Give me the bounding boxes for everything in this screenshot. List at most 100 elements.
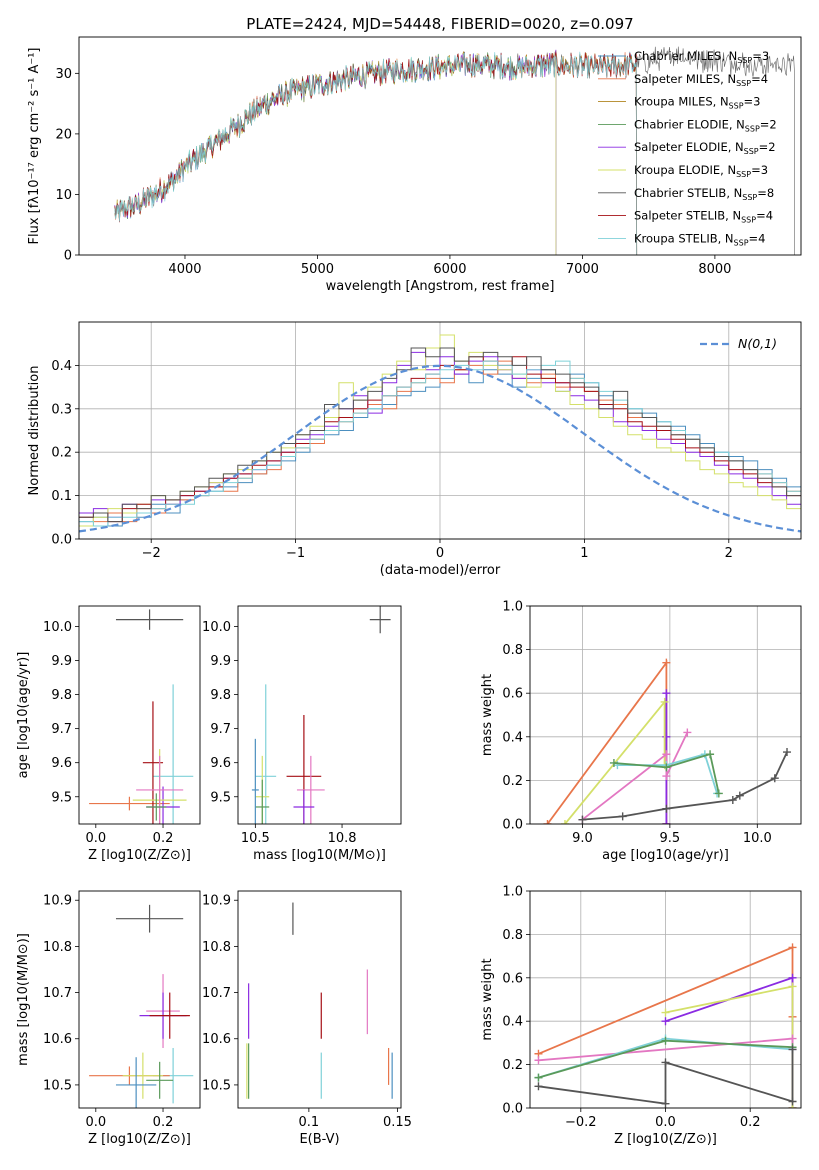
plus-marker	[660, 697, 669, 706]
plot-area	[534, 943, 797, 1108]
plus-marker	[609, 758, 618, 767]
plot-area	[79, 334, 801, 533]
y-tick-label: 9.5	[51, 790, 72, 805]
plus-marker	[788, 1097, 797, 1106]
x-tick-label: −0.2	[565, 1115, 597, 1130]
errorbar-point	[293, 789, 315, 824]
axes: 0.0 0.2 10.5 10.6 10.7 10.8 10.9 Z [log10(Z/Z⊙)…	[16, 890, 201, 1147]
plus-marker	[534, 1082, 543, 1091]
plus-marker	[683, 728, 692, 737]
legend-entry-name: Kroupa STELIB, N	[634, 231, 734, 245]
y-tick-label: 0.2	[502, 774, 523, 789]
errorbar-point	[146, 793, 167, 821]
errorbar-point	[115, 904, 184, 933]
plus-marker	[662, 658, 671, 667]
x-axis-label: wavelength [Angstrom, rest frame]	[326, 279, 555, 294]
mass-weight-vs-metallicity-panel: −0.2 0.0 0.2 0.0 0.2 0.4 0.6 0.8 1.0 Z [log10(Z/Z…	[480, 885, 802, 1147]
figure-title: PLATE=2424, MJD=54448, FIBERID=0020, z=0…	[246, 15, 633, 33]
y-tick-label: 0.6	[502, 687, 523, 702]
errorbar-point	[89, 796, 170, 811]
y-axis-label: Flux [fλ10⁻¹⁷ erg cm⁻² s⁻¹ A⁻¹]	[27, 48, 42, 245]
x-axis-label: (data-model)/error	[380, 563, 501, 578]
y-tick-label: 0.8	[502, 643, 523, 658]
legend-entry-subscript: SSP	[742, 193, 757, 202]
x-axis-label: Z [log10(Z/Z⊙)]	[88, 848, 191, 863]
plus-marker	[788, 943, 797, 952]
y-tick-label: 0.0	[502, 818, 523, 833]
legend-entry-subscript: SSP	[736, 79, 751, 88]
legend-entry-value: =3	[751, 163, 768, 177]
axes-frame	[237, 890, 402, 1109]
errorbar-point	[146, 1061, 174, 1099]
legend-entry: Salpeter MILES, NSSP=4	[634, 72, 768, 88]
spectrum-line	[114, 46, 795, 255]
y-tick-label: 1.0	[502, 600, 523, 615]
legend-entry-value: =8	[757, 186, 774, 200]
weight-line	[613, 753, 720, 794]
y-tick-label: 9.6	[51, 756, 72, 771]
legend-entry-name: Salpeter STELIB, N	[634, 209, 741, 223]
mass-weight-vs-age-panel: 9.0 9.5 10.0 0.0 0.2 0.4 0.6 0.8 1.0 age [log10(a…	[480, 600, 802, 863]
x-tick-label: 0.2	[153, 831, 174, 846]
legend-entry-subscript: SSP	[737, 56, 752, 65]
y-tick-label: 10.7	[202, 986, 231, 1001]
plus-marker	[735, 791, 744, 800]
legend-entry-subscript: SSP	[744, 147, 759, 156]
plus-marker	[578, 815, 587, 824]
legend-entry: Chabrier STELIB, NSSP=8	[634, 186, 774, 202]
legend-entry: Chabrier ELODIE, NSSP=2	[634, 117, 777, 133]
y-tick-label: 10.8	[202, 940, 231, 955]
axes: 0.0 0.2 9.5 9.6 9.7 9.8 9.9 10.0 Z [log10(Z/Z⊙)]…	[16, 605, 201, 863]
plus-marker	[788, 1045, 797, 1054]
x-tick-label: 9.5	[660, 831, 681, 846]
x-tick-label: 0.0	[85, 831, 106, 846]
y-tick-label: 0.2	[51, 446, 72, 461]
axes: 0.1 0.15 10.5 10.6 10.7 10.8 10.9 E(B-V)	[202, 890, 412, 1147]
spectrum-line	[114, 51, 638, 255]
x-tick-label: 8000	[698, 262, 731, 277]
plot-area	[89, 904, 194, 1108]
plus-marker	[788, 1034, 797, 1043]
legend-entry-value: =2	[759, 140, 776, 154]
axes-frame	[78, 890, 201, 1109]
legend-entry-name: Chabrier STELIB, N	[634, 186, 742, 200]
errorbar-point	[149, 992, 190, 1039]
plot-area	[251, 606, 391, 824]
legend-entry-value: =4	[751, 72, 768, 86]
plus-marker	[662, 689, 671, 698]
y-tick-label: 30	[55, 67, 72, 82]
legend-entry: Salpeter STELIB, NSSP=4	[634, 209, 773, 225]
plus-marker	[661, 1008, 670, 1017]
plus-marker	[618, 812, 627, 821]
y-tick-label: 10.8	[43, 940, 72, 955]
y-tick-label: 0.6	[502, 971, 523, 986]
legend-entry-name: Salpeter MILES, N	[634, 72, 736, 86]
y-tick-label: 9.9	[51, 654, 72, 669]
legend-entry: N(0,1)	[738, 336, 777, 351]
y-tick-label: 0	[64, 249, 72, 264]
plot-area	[89, 609, 194, 824]
y-tick-label: 1.0	[502, 885, 523, 900]
y-axis-label: age [log10(age/yr)]	[16, 652, 31, 779]
gaussian-curve	[79, 364, 801, 533]
y-tick-label: 9.7	[51, 722, 72, 737]
axes: 4000 5000 6000 7000 8000 0 10 20 30 wavelength [A…	[27, 36, 802, 294]
errorbar-point	[251, 738, 259, 824]
weight-line	[581, 732, 689, 821]
plus-marker	[706, 750, 715, 759]
spectrum-panel: 4000 5000 6000 7000 8000 0 10 20 30 wavelength [A…	[27, 36, 802, 294]
plot-area	[114, 46, 795, 255]
axes-frame	[529, 605, 802, 825]
errorbar-point	[115, 609, 184, 630]
x-tick-label: 6000	[433, 262, 466, 277]
mass-vs-metallicity-panel: 0.0 0.2 10.5 10.6 10.7 10.8 10.9 Z [log10(Z/Z⊙)…	[16, 890, 201, 1147]
plus-marker	[534, 1056, 543, 1065]
errorbar-point	[369, 606, 391, 634]
legend-entry-value: =3	[744, 95, 761, 109]
legend-entry: Kroupa ELODIE, NSSP=3	[634, 163, 768, 179]
plus-marker	[788, 973, 797, 982]
x-tick-label: 9.0	[572, 831, 593, 846]
x-tick-label: 10.8	[328, 831, 357, 846]
plus-marker	[662, 804, 671, 813]
